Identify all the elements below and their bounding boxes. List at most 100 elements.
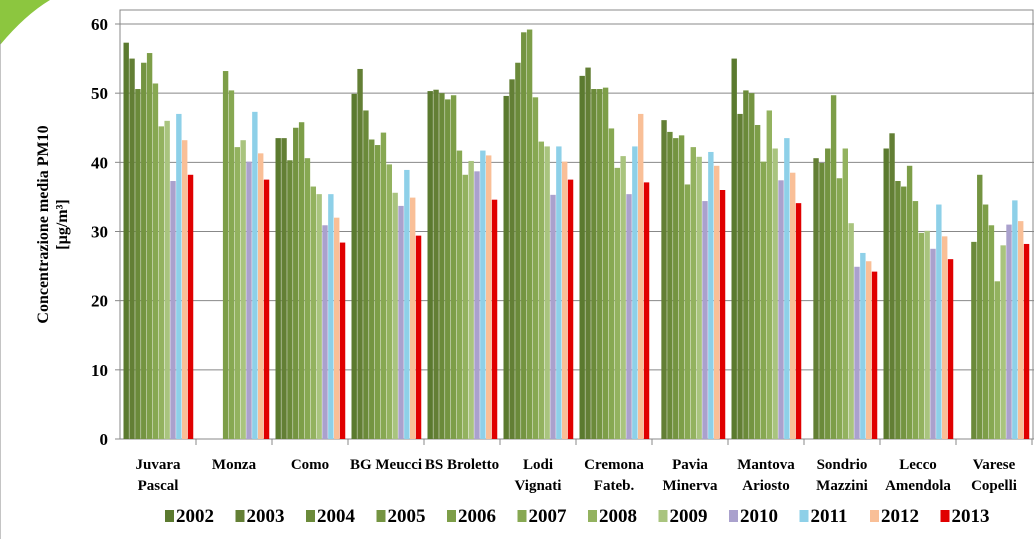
bar	[971, 241, 977, 439]
bar	[866, 261, 872, 439]
legend-swatch	[940, 510, 950, 522]
legend-label: 2004	[317, 506, 356, 527]
bar	[749, 93, 755, 440]
x-tick-label-line: Mazzini	[816, 478, 868, 494]
bar	[626, 194, 632, 439]
x-tick-label: Pavia Minerva	[663, 457, 718, 494]
x-tick-label-line: Pavia	[672, 457, 708, 473]
bar	[614, 167, 620, 439]
bar	[304, 158, 311, 439]
x-tick-label-line: Mantova	[737, 457, 795, 473]
y-tick-label: 0	[100, 430, 109, 449]
bar	[298, 122, 305, 439]
legend-swatch	[235, 510, 245, 522]
y-tick-label: 60	[91, 15, 108, 34]
bar	[790, 172, 796, 440]
x-tick-label: BG Meucci	[350, 457, 422, 473]
bar	[702, 201, 708, 439]
bar	[889, 133, 895, 440]
bar	[550, 194, 556, 439]
bar	[252, 111, 258, 439]
bar	[404, 169, 410, 440]
bar	[579, 75, 585, 439]
bar	[380, 132, 387, 439]
bar	[515, 62, 521, 439]
bar	[222, 71, 229, 440]
bar	[532, 97, 539, 440]
bar	[158, 126, 164, 439]
bar	[942, 236, 948, 439]
bar	[638, 113, 644, 440]
bar	[258, 153, 264, 439]
bar	[778, 180, 784, 440]
x-tick-label-line: Pascal	[138, 478, 179, 494]
bar	[784, 138, 790, 439]
bar	[819, 163, 825, 439]
x-tick-label-line: Minerva	[663, 478, 718, 494]
bar	[602, 87, 609, 439]
x-tick-label-line: Monza	[212, 457, 257, 473]
legend-label: 2003	[247, 506, 285, 527]
x-tick-label-line: Lodi	[523, 457, 553, 473]
bar	[170, 181, 176, 439]
bar	[509, 79, 515, 439]
bar	[526, 29, 533, 440]
bar	[415, 235, 422, 439]
x-tick-label-line: Lecco	[899, 457, 936, 473]
bar	[363, 110, 369, 439]
bar	[737, 113, 743, 440]
bar	[164, 120, 170, 439]
legend-swatch	[376, 510, 386, 522]
bar	[585, 67, 591, 439]
legend-swatch	[165, 510, 174, 522]
bar	[275, 138, 281, 439]
bar	[491, 199, 498, 439]
bar	[994, 281, 1000, 439]
y-tick-label: 40	[91, 153, 108, 172]
bar	[1018, 221, 1024, 439]
bar	[374, 145, 381, 439]
bar	[883, 148, 889, 439]
legend-swatch	[799, 510, 809, 522]
legend-label: 2009	[670, 506, 708, 527]
bar	[322, 225, 328, 439]
bar	[836, 178, 843, 439]
bar	[813, 158, 819, 439]
bar	[369, 139, 375, 439]
bar	[480, 150, 486, 439]
bar	[731, 58, 737, 439]
bar	[825, 148, 831, 439]
bar	[503, 95, 509, 439]
bar	[690, 147, 696, 439]
bar	[936, 204, 942, 439]
x-tick-label: Sondrio Mazzini	[816, 457, 868, 494]
bar	[860, 252, 866, 439]
bar	[293, 127, 299, 439]
legend-label: 2006	[458, 506, 496, 527]
bar	[316, 194, 322, 439]
legend: 2002 2003 2004 2005 2006 2007 2008 2009 2010 2011…	[165, 506, 990, 527]
bar	[176, 113, 182, 440]
bar	[842, 148, 848, 439]
bar	[538, 141, 544, 440]
y-axis-label-line: [µg/m³]	[54, 199, 71, 249]
bar	[556, 146, 562, 440]
bar	[947, 259, 954, 439]
bar	[281, 138, 287, 439]
bar	[544, 146, 550, 440]
bar	[591, 89, 597, 440]
legend-label: 2002	[176, 506, 214, 527]
bar	[141, 62, 147, 439]
bar	[351, 93, 357, 439]
bar	[830, 95, 837, 439]
bar	[334, 217, 340, 439]
bar	[772, 148, 778, 439]
legend-swatch	[447, 510, 456, 522]
x-tick-label: Lecco Amendola	[885, 457, 951, 494]
x-tick-label-line: Como	[291, 457, 329, 473]
bar	[386, 164, 392, 440]
legend-swatch	[588, 510, 597, 522]
x-tick-label: BS Broletto	[425, 457, 499, 473]
bar	[263, 179, 270, 439]
bar	[123, 42, 129, 440]
